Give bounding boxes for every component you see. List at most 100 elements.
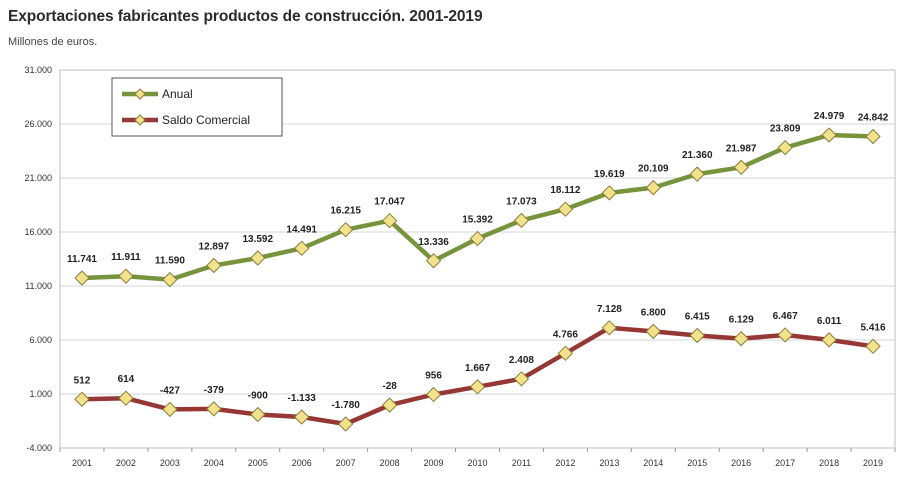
series-line-saldo-comercial [81, 325, 874, 427]
data-point [294, 240, 310, 257]
legend-box [111, 77, 283, 137]
data-point [513, 212, 530, 229]
x-tick-label: 2001 [72, 458, 92, 468]
x-tick-label: 2005 [248, 458, 268, 468]
data-label: -28 [382, 381, 397, 392]
x-tick-label: 2012 [555, 458, 575, 468]
data-label: 20.109 [638, 164, 669, 175]
data-label: 11.911 [111, 252, 141, 263]
data-label: 24.979 [814, 111, 845, 122]
data-point [557, 345, 574, 362]
x-tick-label: 2019 [863, 458, 883, 468]
x-tick-label: 2007 [336, 458, 356, 468]
plot-area [59, 69, 896, 449]
data-label: 16.215 [330, 206, 361, 217]
data-point [645, 323, 661, 340]
data-label: 13.336 [418, 237, 449, 248]
data-point [250, 406, 266, 423]
data-point [689, 327, 705, 344]
x-tick-label: 2014 [643, 458, 663, 468]
x-tick-label: 2016 [731, 458, 751, 468]
data-label: 614 [118, 374, 135, 385]
data-point [74, 270, 90, 286]
chart-title: Exportaciones fabricantes productos de c… [8, 8, 483, 25]
legend-label: Saldo Comercial [162, 113, 250, 127]
data-point [206, 401, 222, 417]
data-point [250, 250, 266, 266]
data-label: 19.619 [594, 169, 625, 180]
data-point [162, 401, 178, 418]
y-tick-label: 1.000 [29, 389, 52, 399]
data-label: 18.112 [550, 185, 580, 196]
data-point [337, 221, 354, 238]
data-label: 6.415 [685, 312, 710, 323]
data-point [865, 128, 881, 145]
data-point [821, 127, 837, 143]
data-point [162, 271, 178, 288]
data-label: 24.842 [858, 113, 889, 124]
data-point [425, 253, 442, 269]
data-point [337, 416, 354, 432]
data-label: -1.133 [288, 393, 317, 404]
data-point [777, 327, 793, 343]
y-tick-label: 21.000 [24, 173, 52, 183]
x-tick-label: 2003 [160, 458, 180, 468]
x-tick-label: 2015 [687, 458, 707, 468]
y-tick-label: 31.000 [24, 65, 52, 75]
x-tick-label: 2013 [599, 458, 619, 468]
data-point [118, 390, 134, 406]
data-label: 6.467 [773, 311, 798, 322]
data-label: 17.073 [506, 196, 537, 207]
data-point [425, 386, 442, 403]
data-label: 6.129 [729, 315, 754, 326]
data-label: -427 [160, 385, 180, 396]
data-label: 21.360 [682, 150, 713, 161]
data-point [206, 257, 222, 274]
data-label: 5.416 [861, 322, 886, 333]
legend-marker [134, 114, 146, 126]
data-point [469, 230, 486, 247]
data-point [821, 332, 837, 348]
data-label: 1.667 [465, 363, 490, 374]
data-label: 21.987 [726, 143, 757, 154]
data-point [381, 397, 398, 413]
data-point [381, 212, 398, 229]
data-point [513, 371, 530, 387]
data-label: 12.897 [199, 242, 230, 253]
x-tick-label: 2004 [204, 458, 224, 468]
x-tick-label: 2002 [116, 458, 136, 468]
data-point [557, 201, 574, 217]
data-label: 11.590 [155, 256, 185, 267]
data-point [689, 166, 705, 182]
data-point [469, 379, 486, 395]
data-point [601, 185, 618, 201]
data-point [645, 179, 661, 196]
data-label: 13.592 [242, 234, 273, 245]
data-label: 6.011 [817, 316, 842, 327]
x-tick-label: 2011 [512, 458, 531, 468]
legend-label: Anual [162, 87, 193, 101]
data-label: 14.491 [286, 224, 317, 235]
data-label: 512 [74, 375, 91, 386]
y-tick-label: -4.000 [26, 443, 52, 453]
data-label: 6.800 [641, 307, 666, 318]
data-label: 11.741 [67, 254, 97, 265]
y-tick-label: 16.000 [24, 227, 52, 237]
data-label: 17.047 [374, 197, 405, 208]
chart-subtitle: Millones de euros. [8, 36, 98, 48]
data-label: 956 [425, 370, 442, 381]
x-tick-label: 2006 [292, 458, 312, 468]
data-point [733, 159, 749, 176]
data-label: 23.809 [770, 124, 801, 135]
data-point [118, 268, 134, 284]
x-tick-label: 2017 [775, 458, 795, 468]
x-tick-label: 2009 [424, 458, 444, 468]
series-line-anual [81, 132, 874, 282]
data-point [777, 139, 793, 156]
data-label: -379 [204, 385, 224, 396]
data-label: 15.392 [462, 215, 493, 226]
y-tick-label: 26.000 [24, 119, 52, 129]
y-tick-label: 6.000 [29, 335, 52, 345]
data-point [865, 338, 881, 355]
